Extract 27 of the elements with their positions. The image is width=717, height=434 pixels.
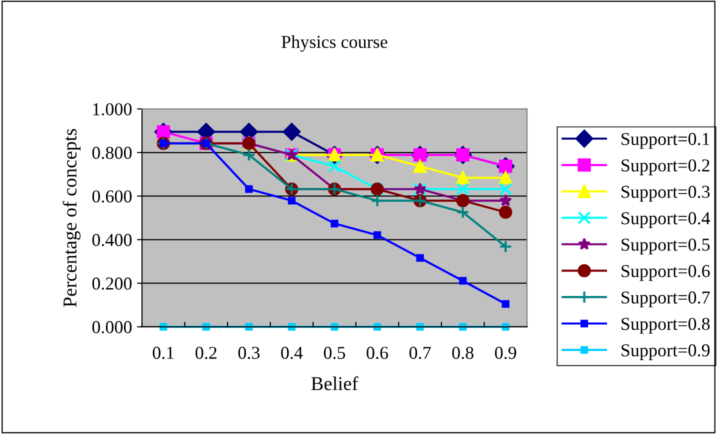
x-tick-label: 0.1	[152, 346, 174, 360]
legend-label: Support=0.7	[622, 291, 710, 308]
y-tick-label: 0.400	[92, 234, 132, 246]
legend-label: Support=0.5	[622, 238, 710, 254]
x-tick-label: 0.6	[366, 346, 388, 360]
legend-label: Support=0.2	[622, 159, 710, 176]
y-tick-label: 1.000	[93, 103, 132, 116]
y-tick-label: 0.200	[92, 277, 132, 290]
legend-label: Support=0.8	[622, 318, 710, 334]
legend-label: Support=0.1	[622, 132, 710, 149]
chart-title: Physics course	[282, 35, 388, 52]
x-tick-label: 0.3	[238, 346, 260, 360]
x-tick-label: 0.2	[196, 346, 216, 360]
x-tick-label: 0.5	[324, 346, 346, 360]
x-tick-label: 0.8	[452, 346, 474, 360]
y-tick-label: 0.600	[92, 190, 132, 203]
y-tick-label: 0.800	[92, 146, 132, 160]
x-tick-label: 0.4	[281, 346, 303, 360]
legend-label: Support=0.6	[622, 264, 710, 281]
y-tick-label: 0.000	[92, 321, 132, 334]
legend-label: Support=0.3	[622, 186, 710, 202]
y-axis-title: Percentage of concepts	[62, 128, 81, 307]
x-axis-title: Belief	[311, 376, 358, 390]
legend-label: Support=0.9	[622, 344, 710, 360]
x-tick-label: 0.9	[495, 346, 516, 360]
x-tick-label: 0.7	[409, 346, 431, 360]
legend-label: Support=0.4	[622, 212, 710, 228]
